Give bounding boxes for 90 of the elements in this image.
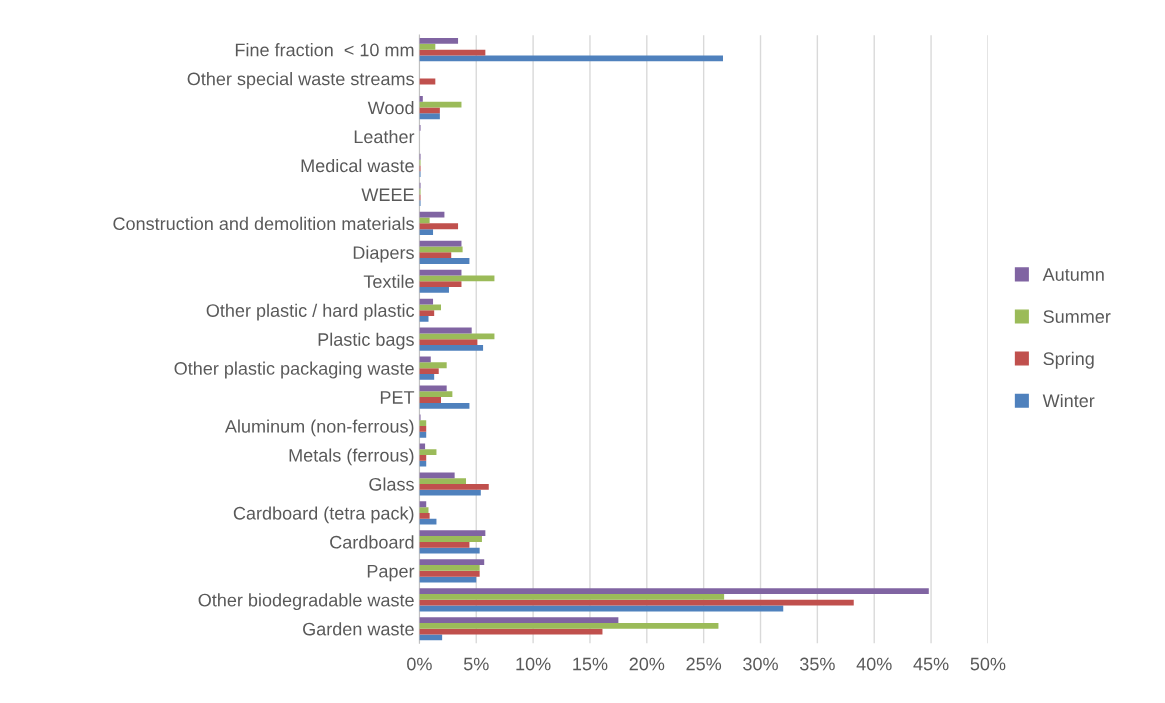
bar bbox=[419, 541, 470, 548]
bar bbox=[419, 43, 436, 50]
y-tick-label: PET bbox=[380, 391, 415, 404]
bar bbox=[419, 501, 427, 508]
bar bbox=[419, 594, 725, 600]
bar bbox=[419, 333, 495, 340]
y-tick-label: Other special waste streams bbox=[187, 72, 414, 89]
bar bbox=[419, 223, 459, 230]
bar bbox=[419, 617, 619, 623]
bar bbox=[419, 391, 453, 398]
bar bbox=[419, 622, 719, 629]
bar bbox=[419, 55, 723, 62]
legend-label: Spring bbox=[1043, 351, 1094, 369]
y-tick-label: Cardboard (tetra pack) bbox=[233, 506, 414, 524]
bar bbox=[419, 281, 462, 288]
y-tick-label: Wood bbox=[367, 101, 414, 115]
y-tick-label: Garden waste bbox=[303, 622, 414, 636]
bar bbox=[419, 478, 467, 484]
bar bbox=[419, 570, 480, 577]
bar bbox=[419, 472, 455, 479]
bar bbox=[419, 489, 481, 496]
x-tick-label: 20% bbox=[629, 657, 665, 671]
bar bbox=[419, 240, 462, 247]
bar bbox=[419, 449, 437, 456]
bar bbox=[419, 113, 440, 120]
y-tick-label: Glass bbox=[369, 477, 414, 491]
bar bbox=[419, 565, 480, 571]
bar bbox=[419, 426, 427, 432]
bar bbox=[419, 95, 423, 102]
y-tick-label: Leather bbox=[354, 129, 415, 144]
y-tick-label: Paper bbox=[367, 564, 415, 582]
bar bbox=[419, 229, 434, 235]
bar bbox=[419, 559, 485, 566]
bar bbox=[419, 339, 478, 345]
bar bbox=[419, 420, 427, 427]
legend-label: Autumn bbox=[1042, 268, 1104, 281]
y-tick-label: Other biodegradable waste bbox=[198, 593, 414, 611]
y-tick-label: Construction and demolition materials bbox=[113, 216, 414, 231]
bar bbox=[419, 536, 482, 542]
bar bbox=[419, 530, 486, 537]
bar bbox=[419, 362, 447, 369]
x-tick-label: 10% bbox=[516, 657, 551, 671]
x-tick-label: 30% bbox=[743, 657, 778, 671]
bar bbox=[419, 512, 430, 519]
bar bbox=[419, 402, 470, 409]
x-tick-label: 45% bbox=[913, 657, 949, 671]
bar bbox=[419, 38, 459, 44]
bar bbox=[419, 101, 462, 108]
bar bbox=[419, 252, 452, 259]
x-tick-label: 35% bbox=[799, 657, 835, 671]
y-tick-label: WEEE bbox=[361, 188, 414, 201]
y-tick-label: Aluminum (non-ferrous) bbox=[224, 419, 414, 437]
bar bbox=[419, 344, 484, 351]
bar bbox=[419, 455, 427, 461]
y-tick-label: Diapers bbox=[353, 245, 414, 263]
bar bbox=[419, 518, 437, 525]
bar bbox=[419, 287, 449, 293]
bar bbox=[419, 304, 441, 311]
x-tick-label: 0% bbox=[407, 657, 432, 671]
bar bbox=[419, 275, 495, 282]
y-tick-label: Other plastic / hard plastic bbox=[206, 303, 415, 321]
bar bbox=[419, 507, 429, 513]
y-tick-label: Cardboard bbox=[330, 535, 414, 549]
y-tick-label: Metals (ferrous) bbox=[289, 448, 414, 466]
bar bbox=[419, 258, 470, 264]
legend-label: Summer bbox=[1043, 310, 1111, 323]
bar bbox=[419, 373, 435, 380]
y-tick-label: Medical waste bbox=[301, 158, 414, 173]
bar bbox=[419, 628, 603, 635]
x-tick-label: 25% bbox=[686, 657, 722, 671]
bar bbox=[419, 483, 489, 490]
x-tick-label: 50% bbox=[970, 657, 1006, 671]
bar bbox=[419, 368, 439, 374]
bar bbox=[419, 431, 427, 438]
y-tick-label: Plastic bags bbox=[318, 332, 414, 350]
y-tick-label: Fine fraction < 10 mm bbox=[235, 43, 414, 57]
x-tick-label: 15% bbox=[573, 657, 608, 671]
y-tick-label: Other plastic packaging waste bbox=[174, 361, 414, 379]
bar bbox=[419, 211, 445, 218]
bar bbox=[419, 460, 427, 467]
x-tick-label: 40% bbox=[856, 657, 892, 671]
bar bbox=[419, 310, 435, 317]
bar bbox=[419, 316, 429, 322]
bar bbox=[419, 588, 929, 595]
bar bbox=[419, 599, 854, 606]
y-tick-label: Textile bbox=[363, 274, 414, 288]
bar bbox=[419, 397, 441, 403]
legend-label: Winter bbox=[1042, 393, 1095, 408]
x-tick-label: 5% bbox=[463, 657, 489, 671]
bar bbox=[419, 443, 426, 450]
